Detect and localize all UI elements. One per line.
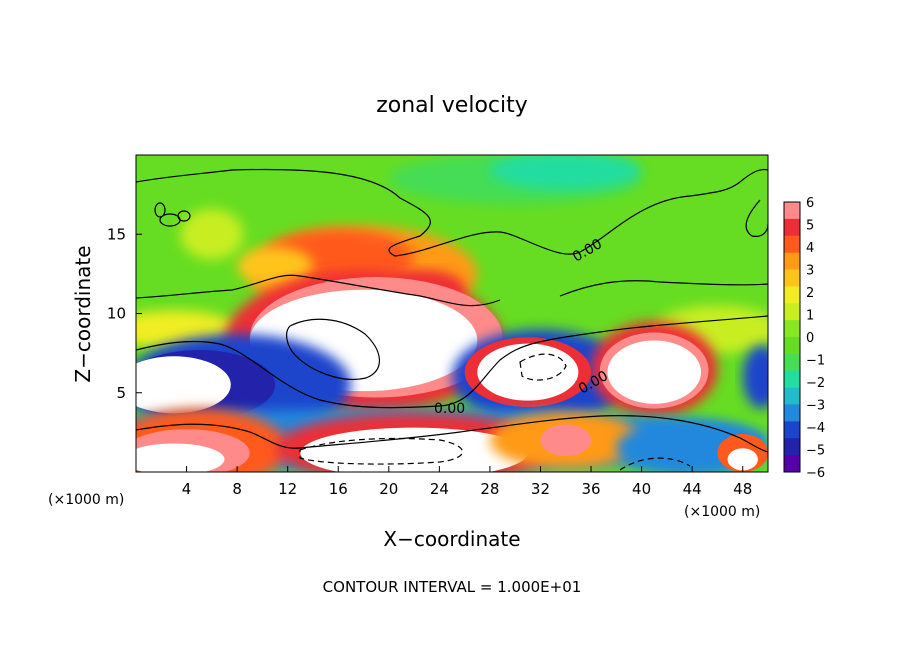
colorbar-label: 4	[806, 241, 814, 256]
x-tick-label: 16	[329, 480, 348, 498]
x-unit-left: (×1000 m)	[48, 492, 124, 508]
colorbar-swatch	[784, 387, 800, 405]
x-tick-label: 48	[733, 480, 752, 498]
field-region	[136, 356, 231, 414]
contour-line	[519, 353, 567, 381]
field-region	[489, 155, 642, 190]
chart-title: zonal velocity	[376, 93, 528, 118]
contour-interval-note: CONTOUR INTERVAL = 1.000E+01	[323, 578, 582, 596]
colorbar-label: 2	[806, 286, 814, 301]
colorbar-label: −4	[806, 421, 825, 436]
x-tick-label: 8	[232, 480, 242, 498]
colorbar-swatch	[784, 421, 800, 439]
contour-label: 0.00	[434, 401, 465, 417]
colorbar-label: −3	[806, 399, 825, 414]
y-tick-label: 10	[107, 305, 126, 323]
contour-line	[154, 202, 166, 218]
contour-line	[136, 168, 768, 257]
x-axis-label: X−coordinate	[383, 527, 520, 551]
colorbar-label: −6	[806, 466, 825, 481]
plot-area: 0.00 0.00 0.00	[136, 155, 768, 472]
colorbar-swatch	[784, 455, 800, 473]
y-axis: 5 10 15	[107, 225, 142, 402]
colorbar-swatch	[784, 370, 800, 389]
field-region	[727, 448, 758, 471]
contour-line	[286, 318, 381, 380]
field-region	[607, 340, 702, 404]
colorbar: 6 5 4 3 2 1 0 −1 −2 −3 −4 −5 −6	[783, 196, 825, 481]
x-axis: 4 8 12 16 20 24 28 32 36 40 44 48	[182, 466, 752, 498]
y-tick-label: 15	[107, 225, 126, 243]
field-region	[742, 345, 768, 409]
colorbar-swatch	[784, 337, 800, 355]
y-axis-label: Z−coordinate	[71, 245, 95, 382]
contour-line	[136, 274, 501, 307]
field-region	[477, 343, 579, 401]
colorbar-swatch	[784, 438, 800, 456]
field-region	[136, 443, 225, 472]
colorbar-swatch	[784, 353, 800, 372]
colorbar-swatch	[784, 202, 800, 220]
colorbar-label: 5	[806, 219, 814, 234]
x-tick-label: 44	[683, 480, 702, 498]
colorbar-swatch	[784, 286, 800, 304]
colorbar-label: 1	[806, 309, 814, 324]
contour-line	[177, 210, 191, 222]
colorbar-swatch	[784, 218, 800, 237]
y-tick-label: 5	[116, 384, 126, 402]
x-tick-label: 4	[182, 480, 192, 498]
x-tick-label: 24	[430, 480, 449, 498]
colorbar-label: −5	[806, 444, 825, 459]
colorbar-swatch	[784, 269, 800, 287]
colorbar-label: 0	[806, 331, 814, 346]
colorbar-swatch	[784, 303, 800, 321]
field-region	[180, 208, 244, 260]
colorbar-swatch	[784, 320, 800, 338]
contour-line	[299, 437, 463, 465]
x-tick-label: 20	[379, 480, 398, 498]
x-unit-right: (×1000 m)	[684, 504, 760, 520]
contour-line	[136, 315, 768, 409]
colorbar-swatch	[784, 404, 800, 422]
colorbar-label: −2	[806, 376, 825, 391]
field-region	[540, 424, 592, 457]
x-tick-label: 40	[632, 480, 651, 498]
contour-lines	[136, 168, 768, 471]
colorbar-swatch	[784, 252, 800, 270]
contour-line	[559, 280, 768, 297]
contour-line	[745, 199, 768, 237]
x-tick-label: 32	[531, 480, 550, 498]
colorbar-label: 6	[806, 196, 814, 211]
colorbar-label: 3	[806, 264, 814, 279]
contour-line	[136, 415, 768, 453]
velocity-field	[136, 155, 768, 472]
colorbar-swatch	[784, 235, 800, 254]
x-tick-label: 12	[278, 480, 297, 498]
x-tick-label: 36	[581, 480, 600, 498]
colorbar-frame	[783, 201, 801, 473]
field-region	[300, 427, 528, 472]
x-tick-label: 28	[480, 480, 499, 498]
colorbar-label: −1	[806, 354, 825, 369]
